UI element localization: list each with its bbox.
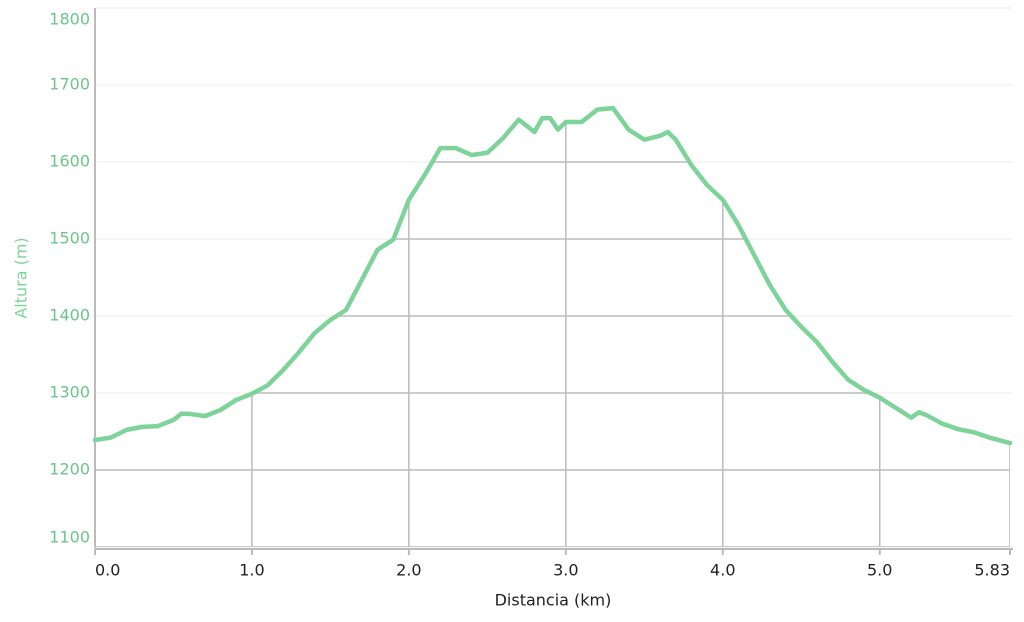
- elevation-line: [92, 105, 1013, 446]
- x-tick-label: 5.0: [867, 561, 892, 580]
- x-tick-label: 4.0: [710, 561, 735, 580]
- x-tick-label: 1.0: [239, 561, 264, 580]
- x-axis-label: Distancia (km): [495, 591, 612, 610]
- x-tick-label: 3.0: [553, 561, 578, 580]
- y-tick-label: 1100: [49, 528, 90, 547]
- x-tick-label: 2.0: [396, 561, 421, 580]
- y-tick-label: 1800: [49, 10, 90, 29]
- grid-dark: [95, 108, 1010, 547]
- grid-faint: [95, 7, 1013, 548]
- y-tick-label: 1200: [49, 460, 90, 479]
- y-tick-label: 1400: [49, 306, 90, 325]
- x-tick-label: 0.0: [95, 561, 120, 580]
- y-tick-label: 1300: [49, 383, 90, 402]
- y-axis-label: Altura (m): [12, 237, 31, 318]
- y-tick-label: 1500: [49, 229, 90, 248]
- y-tick-label: 1700: [49, 75, 90, 94]
- x-tick-label: 5.83: [974, 561, 1010, 580]
- y-tick-label: 1600: [49, 152, 90, 171]
